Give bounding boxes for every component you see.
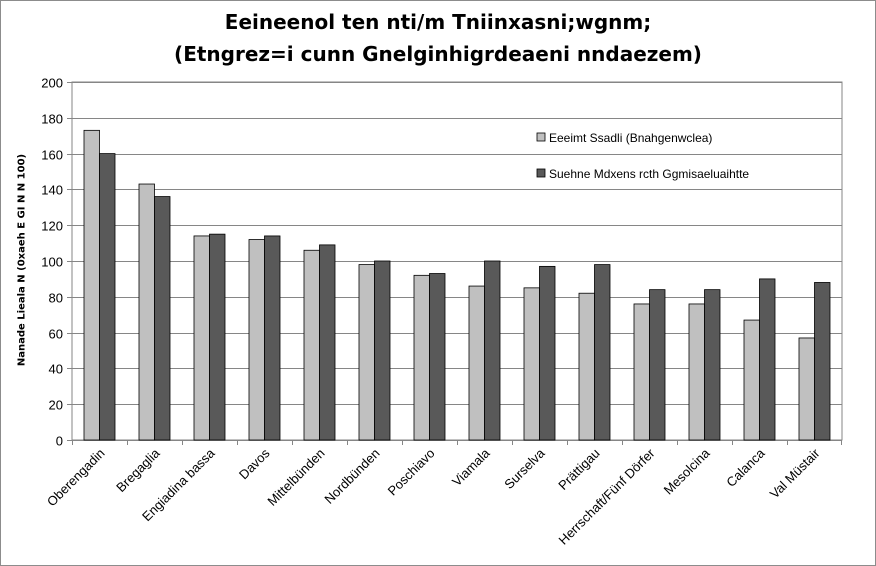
bar-series-2	[99, 153, 116, 441]
bar-series-2	[539, 265, 556, 441]
x-category-label: Herrschaft/Fünf Dörfer	[556, 445, 659, 548]
x-category-label: Davos	[236, 445, 273, 482]
x-category-label: Oberengadin	[44, 446, 108, 510]
bar-series-1	[798, 337, 815, 441]
legend-swatch	[536, 132, 546, 142]
bar-series-1	[303, 249, 320, 441]
bar-series-2	[484, 260, 501, 441]
bar-series-1	[138, 183, 155, 441]
bar-series-2	[374, 260, 391, 441]
bar-series-1	[83, 129, 100, 441]
x-category-label: Poschiavo	[385, 446, 438, 499]
bar-series-1	[688, 303, 705, 441]
bar-series-1	[743, 319, 760, 441]
x-category-label: Nordbünden	[321, 446, 382, 507]
bar-series-1	[468, 285, 485, 441]
x-category-label: Bregaglia	[113, 445, 163, 495]
bar-series-2	[429, 273, 446, 441]
x-category-label: Val Müstair	[767, 445, 823, 501]
y-tick-label: 140	[41, 183, 63, 198]
bar-series-2	[759, 278, 776, 441]
bar-series-2	[154, 196, 171, 441]
x-category-label: Mittelbünden	[264, 446, 327, 509]
x-category-label: Mesolcina	[661, 445, 714, 498]
legend-label: Suehne Mdxens rcth Ggmisaeluaihtte	[549, 167, 749, 181]
y-tick-label: 160	[41, 148, 63, 163]
bar-series-1	[578, 292, 595, 441]
bar-series-2	[814, 282, 831, 441]
bar-series-1	[248, 239, 265, 441]
chart-title-line-1: Eeineenol ten nti/m Tniinxasni;wgnm;	[224, 10, 652, 34]
x-category-label: Calanca	[723, 445, 768, 490]
x-category-label: Surselva	[501, 445, 548, 492]
y-tick-label: 20	[49, 398, 63, 413]
y-tick-label: 0	[56, 434, 63, 449]
bar-series-2	[704, 289, 721, 441]
bar-series-2	[209, 233, 226, 441]
bar-series-2	[649, 289, 666, 441]
bar-series-1	[523, 287, 540, 441]
bar-series-1	[193, 235, 210, 441]
y-tick-label: 80	[49, 291, 63, 306]
legend-swatch	[536, 168, 546, 178]
bar-series-2	[264, 235, 281, 441]
y-tick-label: 60	[49, 327, 63, 342]
y-tick-label: 100	[41, 255, 63, 270]
x-category-label: Prättigau	[555, 446, 602, 493]
chart-title-line-2: (Etngrez=i cunn Gnelginhigrdeaeni nndaez…	[174, 42, 702, 66]
bar-series-2	[594, 264, 611, 441]
y-tick-label: 120	[41, 219, 63, 234]
x-category-label: Viamala	[449, 445, 493, 489]
bar-series-1	[413, 274, 430, 441]
y-tick-label: 180	[41, 112, 63, 127]
legend-label: Eeeimt Ssadli (Bnahgenwclea)	[549, 131, 712, 145]
y-tick-label: 200	[41, 76, 63, 91]
bar-series-1	[633, 303, 650, 441]
bar-series-1	[358, 264, 375, 441]
y-tick-label: 40	[49, 362, 63, 377]
bar-series-2	[319, 244, 336, 441]
